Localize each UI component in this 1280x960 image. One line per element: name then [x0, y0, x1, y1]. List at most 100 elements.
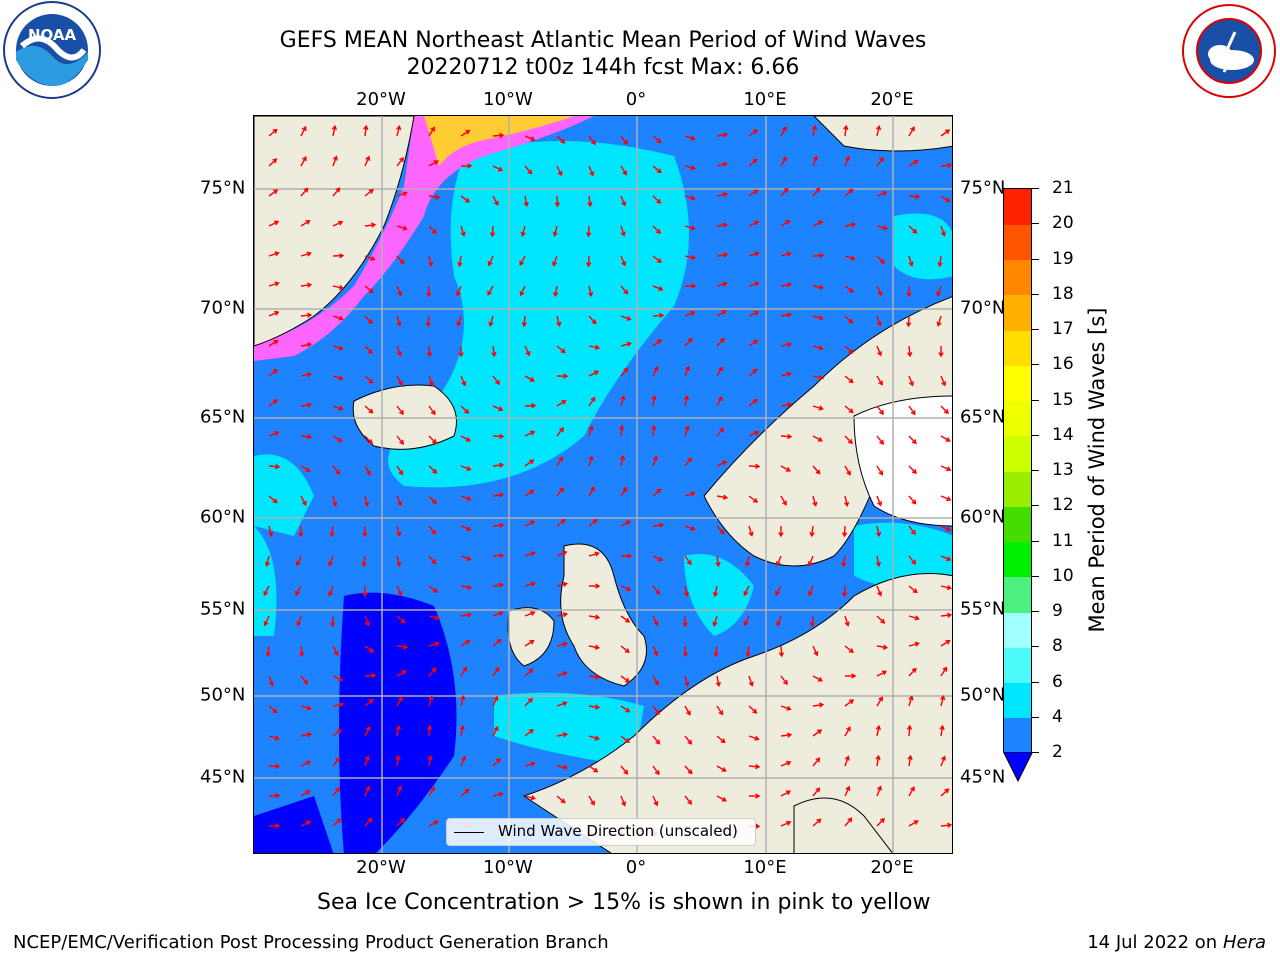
wind-wave-arrow	[556, 701, 567, 707]
wind-wave-arrow	[748, 129, 758, 137]
wind-wave-arrowhead	[658, 286, 664, 291]
wind-wave-arrow	[940, 824, 951, 827]
wind-wave-arrowhead	[594, 735, 600, 741]
wind-wave-arrowhead	[275, 823, 281, 829]
wind-wave-arrowhead	[460, 231, 466, 237]
wind-wave-arrow	[747, 645, 750, 656]
wind-wave-arrowhead	[397, 501, 403, 507]
wind-wave-arrowhead	[529, 489, 535, 495]
wind-wave-arrowhead	[848, 348, 854, 354]
wind-wave-arrowhead	[430, 786, 435, 792]
wind-wave-arrowhead	[466, 584, 473, 590]
wind-wave-arrowhead	[275, 463, 281, 470]
wind-wave-arrowhead	[684, 425, 690, 431]
wind-wave-arrowhead	[946, 556, 952, 562]
wind-wave-arrowhead	[722, 222, 729, 228]
wind-wave-arrow	[876, 697, 883, 707]
wind-wave-arrowhead	[785, 220, 791, 225]
wind-wave-arrowhead	[428, 695, 434, 701]
wind-wave-arrowhead	[755, 793, 761, 799]
wind-wave-arrowhead	[910, 786, 915, 792]
wind-wave-arrowhead	[818, 702, 825, 708]
wind-wave-arrow	[300, 675, 308, 685]
wind-wave-arrowhead	[426, 352, 433, 358]
wind-wave-arrowhead	[752, 398, 758, 404]
wind-wave-arrowhead	[752, 368, 758, 374]
wind-wave-arrowhead	[590, 396, 596, 402]
wind-wave-arrow	[748, 189, 758, 197]
wind-wave-arrowhead	[594, 644, 601, 650]
wind-wave-arrow	[908, 820, 919, 827]
wind-wave-arrowhead	[717, 395, 723, 402]
wind-wave-arrow	[331, 525, 334, 536]
wind-wave-arrowhead	[562, 671, 568, 677]
wind-wave-arrowhead	[755, 823, 761, 829]
wind-wave-arrowhead	[264, 561, 270, 568]
wind-wave-arrow	[428, 820, 439, 827]
wind-wave-arrowhead	[498, 492, 505, 498]
wind-wave-arrowhead	[652, 455, 658, 461]
wind-wave-arrow	[812, 285, 823, 289]
wind-wave-arrowhead	[656, 488, 662, 494]
wind-wave-arrowhead	[624, 738, 630, 744]
wind-wave-arrowhead	[529, 377, 535, 382]
wind-wave-arrow	[296, 555, 302, 566]
wind-wave-arrow	[844, 375, 854, 383]
lat-label-left-60n: 60°N	[200, 506, 246, 528]
wind-wave-arrowhead	[395, 754, 401, 761]
wind-wave-arrow	[332, 187, 341, 197]
wind-wave-arrowhead	[911, 559, 917, 565]
wind-wave-arrow	[684, 426, 689, 437]
wind-wave-arrowhead	[844, 621, 850, 627]
wind-wave-arrowhead	[938, 352, 944, 358]
wind-wave-arrowhead	[683, 394, 690, 401]
colorbar-segment	[1004, 576, 1031, 613]
wind-wave-arrow	[684, 585, 688, 596]
cyan-zone-barents	[894, 213, 952, 280]
colorbar-tick-mark	[1032, 575, 1039, 577]
wind-wave-arrow	[428, 642, 439, 647]
wind-wave-arrow	[428, 465, 437, 474]
wind-wave-arrow	[588, 315, 597, 324]
wind-wave-arrow	[457, 315, 462, 326]
wind-wave-arrowhead	[787, 433, 793, 440]
wind-wave-arrowhead	[499, 433, 505, 440]
wind-wave-arrow	[396, 435, 404, 445]
wind-wave-arrow	[684, 765, 693, 774]
wind-wave-arrow	[364, 315, 373, 324]
wind-wave-arrow	[812, 703, 823, 707]
wind-wave-arrow	[844, 645, 854, 653]
lat-label-right-45n: 45°N	[960, 766, 1006, 788]
wind-wave-arrow	[780, 283, 792, 287]
wind-wave-arrowhead	[399, 410, 404, 416]
wind-wave-arrowhead	[848, 378, 854, 384]
wind-wave-arrowhead	[912, 588, 918, 594]
wind-wave-arrow	[940, 696, 945, 707]
wind-wave-arrowhead	[398, 380, 403, 386]
wind-wave-arrowhead	[369, 647, 375, 653]
map-panel	[253, 115, 953, 854]
wind-wave-arrow	[812, 156, 818, 167]
wind-wave-arrowhead	[944, 788, 950, 794]
wind-wave-arrowhead	[625, 707, 631, 713]
wind-wave-arrowhead	[274, 251, 280, 257]
wind-wave-arrow	[300, 733, 311, 737]
colorbar-tick-label: 2	[1052, 742, 1063, 762]
wind-wave-arrow	[588, 675, 599, 679]
colorbar-tick-label: 10	[1052, 565, 1074, 586]
colorbar-tick-mark	[1032, 646, 1039, 648]
wind-wave-arrow	[844, 465, 851, 475]
wind-wave-arrowhead	[431, 559, 437, 565]
wind-wave-arrowhead	[364, 501, 370, 508]
wind-wave-arrow	[556, 765, 567, 769]
wind-wave-arrowhead	[691, 283, 697, 289]
wind-wave-arrowhead	[338, 345, 344, 351]
wind-wave-arrow	[268, 369, 278, 377]
wind-wave-arrowhead	[848, 648, 854, 654]
wind-wave-arrowhead	[752, 129, 759, 134]
wind-wave-arrowhead	[467, 163, 473, 169]
wind-wave-arrowhead	[594, 551, 600, 557]
colorbar-label: Mean Period of Wind Waves [s]	[1085, 307, 1109, 633]
wind-wave-arrowhead	[397, 291, 403, 297]
wind-wave-arrow	[268, 252, 279, 257]
